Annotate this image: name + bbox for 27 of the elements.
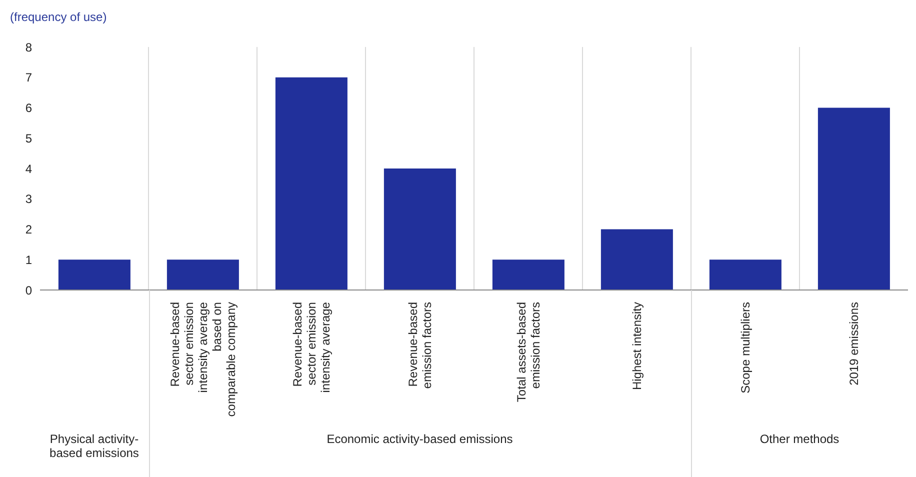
- text: Economic activity-based emissions: [326, 432, 514, 446]
- x-tick-label: Scope multipliers: [738, 302, 752, 394]
- bar: [384, 168, 456, 290]
- bar: [818, 108, 890, 290]
- y-tick-label: 6: [25, 101, 32, 116]
- x-tick-label: Total assets-based emission factors: [514, 302, 542, 402]
- bar: [166, 260, 239, 290]
- y-tick-label: 7: [25, 70, 32, 85]
- text: Physical activity-based emissions: [48, 432, 140, 460]
- y-tick-label: 4: [25, 162, 32, 176]
- y-axis-title: (frequency of use): [10, 10, 107, 24]
- bar: [275, 77, 348, 290]
- y-tick-label: 1: [25, 252, 32, 267]
- y-tick-label: 0: [25, 283, 32, 298]
- bar: [600, 229, 673, 290]
- bar: [492, 260, 564, 290]
- x-tick-label: Revenue-based emission factors: [406, 302, 434, 389]
- bar: [709, 260, 782, 290]
- text: Other methods: [758, 432, 840, 446]
- y-tick-label: 3: [25, 192, 32, 206]
- y-tick-label: 5: [25, 131, 32, 146]
- bar: [58, 260, 130, 290]
- x-tick-label: Highest intensity: [630, 302, 644, 390]
- x-tick-label: 2019 emissions: [846, 302, 861, 386]
- y-tick-label: 8: [25, 40, 32, 54]
- x-tick-label: Revenue-based sector emission intensity average based on comparable company: [168, 302, 238, 417]
- y-tick-label: 2: [25, 222, 32, 237]
